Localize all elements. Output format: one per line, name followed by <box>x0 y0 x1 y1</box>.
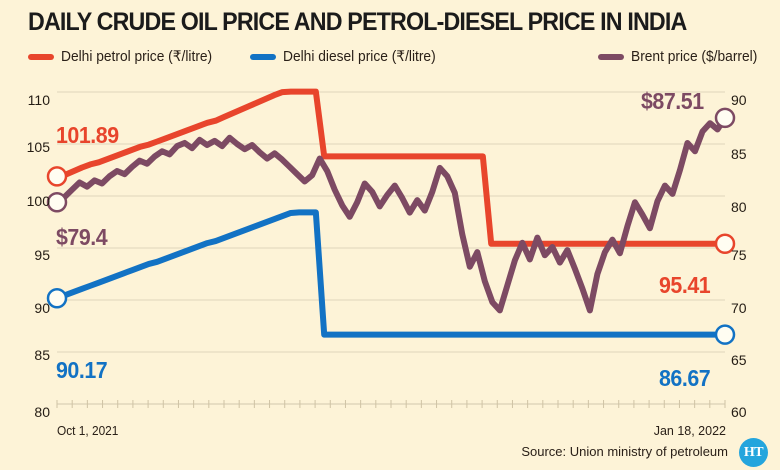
series-line <box>54 209 728 338</box>
endpoint-markers <box>46 107 736 345</box>
legend-item-petrol[interactable]: Delhi petrol price (₹/litre) <box>28 49 220 65</box>
y-axis-left-tick: 80 <box>34 404 50 420</box>
legend-item-diesel[interactable]: Delhi diesel price (₹/litre) <box>250 49 444 65</box>
page-title: DAILY CRUDE OIL PRICE AND PETROL-DIESEL … <box>28 8 687 36</box>
callout-diesel-end: 86.67 <box>659 365 711 391</box>
y-axis-right-tick: 80 <box>731 199 747 215</box>
series-line <box>54 88 728 247</box>
legend-label-brent: Brent price ($/barrel) <box>631 49 758 65</box>
chart-svg <box>46 88 736 408</box>
endpoint-marker <box>714 107 736 129</box>
x-axis <box>56 400 726 408</box>
endpoint-marker <box>714 233 736 254</box>
y-axis-left-tick: 90 <box>34 300 50 316</box>
series-layer <box>54 88 728 338</box>
legend-swatch-petrol-icon <box>28 54 54 60</box>
x-axis-end-label: Jan 18, 2022 <box>653 424 726 438</box>
endpoint-marker <box>46 191 68 213</box>
callout-brent-start: $79.4 <box>56 224 108 250</box>
x-axis-start-label: Oct 1, 2021 <box>57 424 119 438</box>
chart-legend: Delhi petrol price (₹/litre) Delhi diese… <box>28 48 757 70</box>
endpoint-marker <box>46 166 68 187</box>
y-axis-left-tick: 105 <box>26 139 50 155</box>
callout-petrol-start: 101.89 <box>56 122 119 148</box>
series-line <box>54 114 728 314</box>
gridlines <box>57 91 725 405</box>
y-axis-left-tick: 110 <box>27 92 50 108</box>
y-axis-right-tick: 65 <box>731 352 747 368</box>
y-axis-right-tick: 85 <box>731 146 747 162</box>
legend-label-diesel: Delhi diesel price (₹/litre) <box>283 49 436 65</box>
endpoint-marker <box>714 324 736 345</box>
y-axis-right-tick: 90 <box>731 92 747 108</box>
endpoint-marker <box>46 287 68 309</box>
y-axis-right-tick: 60 <box>731 404 747 420</box>
callout-petrol-end: 95.41 <box>659 272 711 298</box>
plot-area <box>0 84 780 424</box>
legend-item-brent[interactable]: Brent price ($/barrel) <box>598 49 764 65</box>
y-axis-left-tick: 95 <box>34 247 50 263</box>
callout-diesel-start: 90.17 <box>56 357 108 383</box>
y-axis-right-tick: 70 <box>731 300 747 316</box>
source-note: Source: Union ministry of petroleum <box>521 444 728 459</box>
legend-label-petrol: Delhi petrol price (₹/litre) <box>61 49 213 65</box>
ht-logo-icon: HT <box>739 438 768 467</box>
y-axis-left-tick: 85 <box>34 347 50 363</box>
legend-swatch-brent-icon <box>598 54 624 60</box>
y-axis-right-tick: 75 <box>731 247 747 263</box>
callout-brent-end: $87.51 <box>641 88 704 114</box>
y-axis-left-tick: 100 <box>26 193 50 209</box>
legend-swatch-diesel-icon <box>250 54 276 60</box>
